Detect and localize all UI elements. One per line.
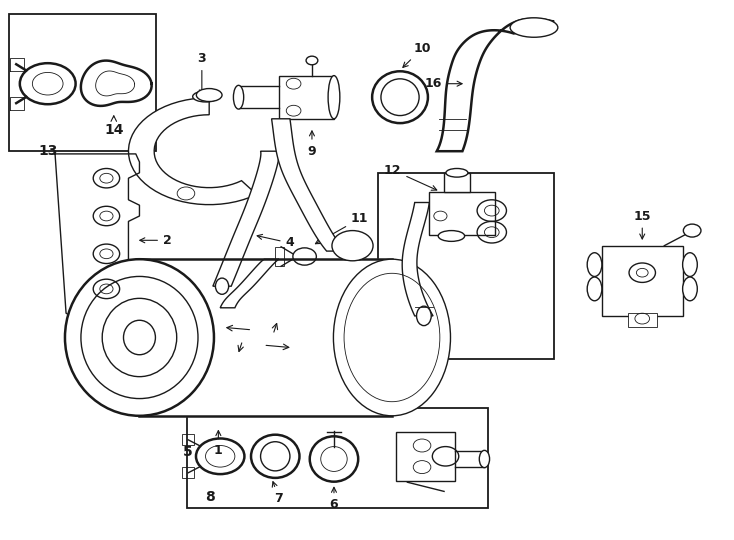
Bar <box>183 435 195 446</box>
Polygon shape <box>139 259 392 416</box>
Text: 3: 3 <box>197 52 206 95</box>
Bar <box>628 313 657 327</box>
Text: 12: 12 <box>384 164 437 190</box>
Bar <box>275 247 284 266</box>
Ellipse shape <box>683 277 697 301</box>
Ellipse shape <box>683 253 697 276</box>
Bar <box>187 408 488 508</box>
Polygon shape <box>220 259 279 308</box>
Ellipse shape <box>333 259 451 416</box>
Text: 15: 15 <box>633 210 651 239</box>
Text: 13: 13 <box>38 144 57 158</box>
Polygon shape <box>213 151 279 286</box>
Text: 14: 14 <box>104 116 123 137</box>
Ellipse shape <box>196 89 222 102</box>
Ellipse shape <box>479 450 490 468</box>
Text: 11: 11 <box>316 212 368 244</box>
Ellipse shape <box>416 306 431 326</box>
Text: 7: 7 <box>272 482 283 505</box>
Polygon shape <box>55 154 139 329</box>
Text: 16: 16 <box>424 77 462 90</box>
Ellipse shape <box>438 231 465 241</box>
Ellipse shape <box>233 85 244 109</box>
Bar <box>444 173 470 192</box>
Bar <box>279 76 334 119</box>
Ellipse shape <box>192 91 219 102</box>
Ellipse shape <box>251 435 299 478</box>
Bar <box>9 14 156 151</box>
Ellipse shape <box>372 71 428 123</box>
Ellipse shape <box>587 253 602 276</box>
Bar <box>378 173 554 359</box>
Text: 4: 4 <box>257 234 294 249</box>
Bar <box>183 467 195 478</box>
Ellipse shape <box>216 278 229 294</box>
Ellipse shape <box>65 259 214 416</box>
Text: 6: 6 <box>330 487 338 511</box>
Bar <box>429 192 495 235</box>
Text: 1: 1 <box>214 430 222 457</box>
Ellipse shape <box>587 277 602 301</box>
Polygon shape <box>128 98 257 205</box>
Text: 10: 10 <box>403 42 431 68</box>
Text: 9: 9 <box>308 131 316 158</box>
Ellipse shape <box>310 436 358 482</box>
Polygon shape <box>437 19 554 151</box>
Bar <box>602 246 683 316</box>
Ellipse shape <box>446 168 468 177</box>
Circle shape <box>306 56 318 65</box>
Text: 2: 2 <box>139 234 172 247</box>
Bar <box>396 432 455 481</box>
Circle shape <box>683 224 701 237</box>
Text: 8: 8 <box>205 490 215 504</box>
Ellipse shape <box>510 18 558 37</box>
Polygon shape <box>272 119 345 251</box>
Ellipse shape <box>328 76 340 119</box>
Polygon shape <box>402 202 433 316</box>
Ellipse shape <box>332 231 373 261</box>
Text: 5: 5 <box>183 446 193 460</box>
